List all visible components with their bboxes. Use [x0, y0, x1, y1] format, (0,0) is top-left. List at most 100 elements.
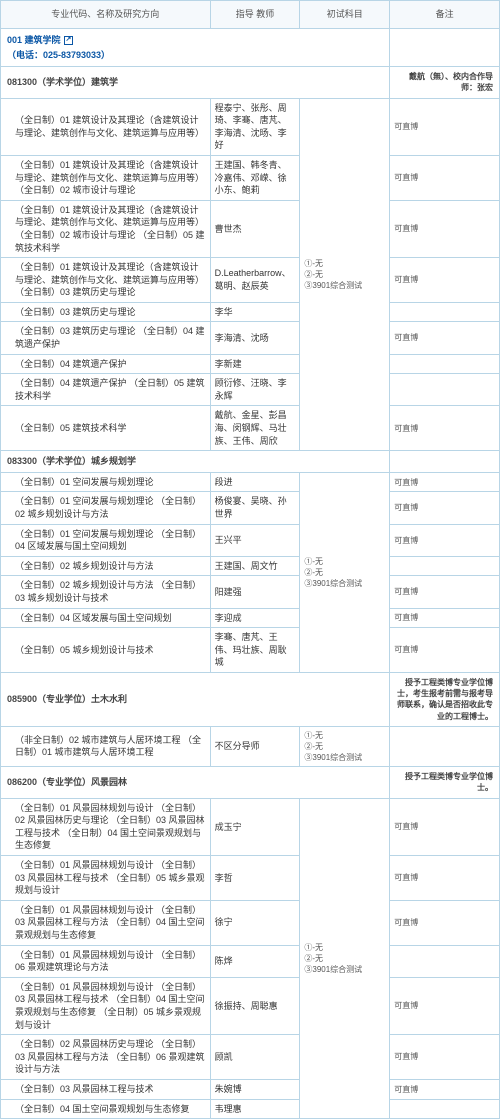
table-row: （全日制）03 风景园林工程与技术朱婉博 可直博 [1, 1079, 500, 1099]
direction-cell: （全日制）05 城乡规划设计与技术 [1, 628, 211, 673]
section-remark-top: 授予工程类博专业学位博士。 [390, 767, 500, 798]
remark-cell: 可直博 [390, 1079, 500, 1099]
remark-cell [390, 1099, 500, 1119]
section-row: 086200（专业学位）风景园林授予工程类博专业学位博士。 [1, 767, 500, 798]
teacher-cell: 顾凯 [210, 1035, 300, 1080]
direction-cell: （全日制）05 建筑技术科学 [1, 406, 211, 451]
subject-cell: ①-无 ②-无 ③3901综合测试 [300, 472, 390, 672]
table-row: （全日制）03 建筑历史与理论李华 [1, 302, 500, 322]
direction-cell: （全日制）02 风景园林历史与理论 （全日制）03 风景园林工程与方法 （全日制… [1, 1035, 211, 1080]
direction-cell: （全日制）01 风景园林规划与设计 （全日制）03 风景园林工程与技术 （全日制… [1, 856, 211, 901]
remark-cell: 可直博 [390, 608, 500, 628]
teacher-cell: 不区分导师 [210, 726, 300, 767]
remark-cell: 可直博 [390, 258, 500, 303]
remark-cell: 可直博 [390, 900, 500, 945]
table-row: （全日制）01 空间发展与规划理论段进①-无 ②-无 ③3901综合测试可直博 [1, 472, 500, 492]
remark-cell: 可直博 [390, 322, 500, 354]
direction-cell: （全日制）04 建筑遗产保护 [1, 354, 211, 374]
section-code: 083300（学术学位）城乡规划学 [1, 451, 390, 473]
table-row: （全日制）02 风景园林历史与理论 （全日制）03 风景园林工程与方法 （全日制… [1, 1035, 500, 1080]
direction-cell: （全日制）03 风景园林工程与技术 [1, 1079, 211, 1099]
table-row: （全日制）01 建筑设计及其理论（含建筑设计与理论、建筑创作与文化、建筑运算与应… [1, 98, 500, 155]
teacher-cell: 陈烨 [210, 945, 300, 977]
direction-cell: （全日制）01 空间发展与规划理论 （全日制）04 区域发展与国土空间规划 [1, 524, 211, 556]
table-row: （全日制）01 建筑设计及其理论（含建筑设计与理论、建筑创作与文化、建筑运算与应… [1, 155, 500, 200]
remark-cell: 可直博 [390, 798, 500, 855]
subject-cell: ①-无 ②-无 ③3901综合测试 [300, 726, 390, 767]
table-row: （全日制）01 风景园林规划与设计 （全日制）03 风景园林工程与技术 （全日制… [1, 977, 500, 1034]
remark-cell: 可直博 [390, 200, 500, 257]
teacher-cell: 李哲 [210, 856, 300, 901]
remark-cell [390, 354, 500, 374]
teacher-cell: 徐宁 [210, 900, 300, 945]
table-row: （全日制）04 区域发展与国土空间规划李迎成 可直博 [1, 608, 500, 628]
teacher-cell: 程泰宁、张彤、周琦、李骞、唐芃、李海清、沈旸、李好 [210, 98, 300, 155]
direction-cell: （全日制）04 国土空间景观规划与生态修复 [1, 1099, 211, 1119]
header-remark: 备注 [390, 1, 500, 29]
subject-cell: ①-无 ②-无 ③3901综合测试 [300, 98, 390, 451]
teacher-cell: 杨俊宴、吴晓、孙世界 [210, 492, 300, 524]
direction-cell: （全日制）04 区域发展与国土空间规划 [1, 608, 211, 628]
section-row: 083300（学术学位）城乡规划学 [1, 451, 500, 473]
table-row: （全日制）01 建筑设计及其理论（含建筑设计与理论、建筑创作与文化、建筑运算与应… [1, 258, 500, 303]
table-row: （全日制）01 风景园林规划与设计 （全日制）03 风景园林工程与技术 （全日制… [1, 856, 500, 901]
direction-cell: （全日制）01 建筑设计及其理论（含建筑设计与理论、建筑创作与文化、建筑运算与应… [1, 98, 211, 155]
remark-cell: 可直博 [390, 155, 500, 200]
teacher-cell: 戴航、金星、彭昌海、闵钢辉、马壮族、王伟、周欣 [210, 406, 300, 451]
dept-row: 001 建筑学院（电话：025-83793033） [1, 29, 500, 67]
teacher-cell: 李华 [210, 302, 300, 322]
teacher-cell: 李迎成 [210, 608, 300, 628]
header-subject: 初试科目 [300, 1, 390, 29]
table-row: （全日制）01 空间发展与规划理论 （全日制）02 城乡规划设计与方法杨俊宴、吴… [1, 492, 500, 524]
remark-cell: 可直博 [390, 1035, 500, 1080]
dept-name[interactable]: 001 建筑学院 [7, 35, 61, 45]
table-row: （全日制）05 城乡规划设计与技术李骞、唐芃、王伟、玛壮族、周耿城可直博 [1, 628, 500, 673]
remark-cell: 可直博 [390, 98, 500, 155]
teacher-cell: D.Leatherbarrow、葛明、赵辰英 [210, 258, 300, 303]
header-teacher: 指导 教师 [210, 1, 300, 29]
table-body: 001 建筑学院（电话：025-83793033）081300（学术学位）建筑学… [1, 29, 500, 1119]
table-head: 专业代码、名称及研究方向 指导 教师 初试科目 备注 [1, 1, 500, 29]
direction-cell: （全日制）01 建筑设计及其理论（含建筑设计与理论、建筑创作与文化、建筑运算与应… [1, 155, 211, 200]
table-row: （全日制）03 建筑历史与理论 （全日制）04 建筑遗产保护李海清、沈旸 可直博 [1, 322, 500, 354]
teacher-cell: 曹世杰 [210, 200, 300, 257]
section-code: 081300（学术学位）建筑学 [1, 67, 390, 98]
dept-cell: 001 建筑学院（电话：025-83793033） [1, 29, 390, 67]
remark-cell [390, 302, 500, 322]
header-major: 专业代码、名称及研究方向 [1, 1, 211, 29]
direction-cell: （全日制）04 建筑遗产保护 （全日制）05 建筑技术科学 [1, 374, 211, 406]
remark-cell: 可直博 [390, 628, 500, 673]
table-row: （全日制）01 建筑设计及其理论（含建筑设计与理论、建筑创作与文化、建筑运算与应… [1, 200, 500, 257]
teacher-cell: 徐振持、周聪惠 [210, 977, 300, 1034]
table-row: （非全日制）02 城市建筑与人居环境工程 （全日制）01 城市建筑与人居环境工程… [1, 726, 500, 767]
direction-cell: （全日制）01 风景园林规划与设计 （全日制）03 风景园林工程与方法 （全日制… [1, 900, 211, 945]
section-remark-top: 授予工程类博专业学位博士，考生报考前需与报考导师联系，确认是否招收此专业的工程博… [390, 672, 500, 726]
direction-cell: （全日制）01 风景园林规划与设计 （全日制）03 风景园林工程与技术 （全日制… [1, 977, 211, 1034]
external-link-icon[interactable] [64, 36, 73, 45]
teacher-cell: 王建国、周文竹 [210, 556, 300, 576]
subject-cell: ①-无 ②-无 ③3901综合测试 [300, 798, 390, 1118]
teacher-cell: 阳建强 [210, 576, 300, 608]
table-row: （全日制）04 建筑遗产保护 （全日制）05 建筑技术科学顾衍修、汪晓、李永辉 [1, 374, 500, 406]
teacher-cell: 王兴平 [210, 524, 300, 556]
direction-cell: （全日制）02 城乡规划设计与方法 [1, 556, 211, 576]
direction-cell: （全日制）03 建筑历史与理论 （全日制）04 建筑遗产保护 [1, 322, 211, 354]
section-remark-top: 戴航（無）、校内合作导师：张宏 [390, 67, 500, 98]
section-remark-top [390, 451, 500, 473]
teacher-cell: 成玉宁 [210, 798, 300, 855]
remark-cell [390, 726, 500, 767]
teacher-cell: 朱婉博 [210, 1079, 300, 1099]
table-row: （全日制）01 风景园林规划与设计 （全日制）03 风景园林工程与方法 （全日制… [1, 900, 500, 945]
remark-cell [390, 945, 500, 977]
table-row: （全日制）05 建筑技术科学戴航、金星、彭昌海、闵钢辉、马壮族、王伟、周欣 可直博 [1, 406, 500, 451]
remark-cell [390, 556, 500, 576]
remark-cell: 可直博 [390, 576, 500, 608]
remark-cell: 可直博 [390, 406, 500, 451]
direction-cell: （全日制）02 城乡规划设计与方法 （全日制）03 城乡规划设计与技术 [1, 576, 211, 608]
section-row: 081300（学术学位）建筑学戴航（無）、校内合作导师：张宏 [1, 67, 500, 98]
section-row: 085900（专业学位）土木水利授予工程类博专业学位博士，考生报考前需与报考导师… [1, 672, 500, 726]
teacher-cell: 李海清、沈旸 [210, 322, 300, 354]
teacher-cell: 李新建 [210, 354, 300, 374]
table-row: （全日制）01 风景园林规划与设计 （全日制）06 景观建筑理论与方法陈烨 [1, 945, 500, 977]
section-code: 086200（专业学位）风景园林 [1, 767, 390, 798]
